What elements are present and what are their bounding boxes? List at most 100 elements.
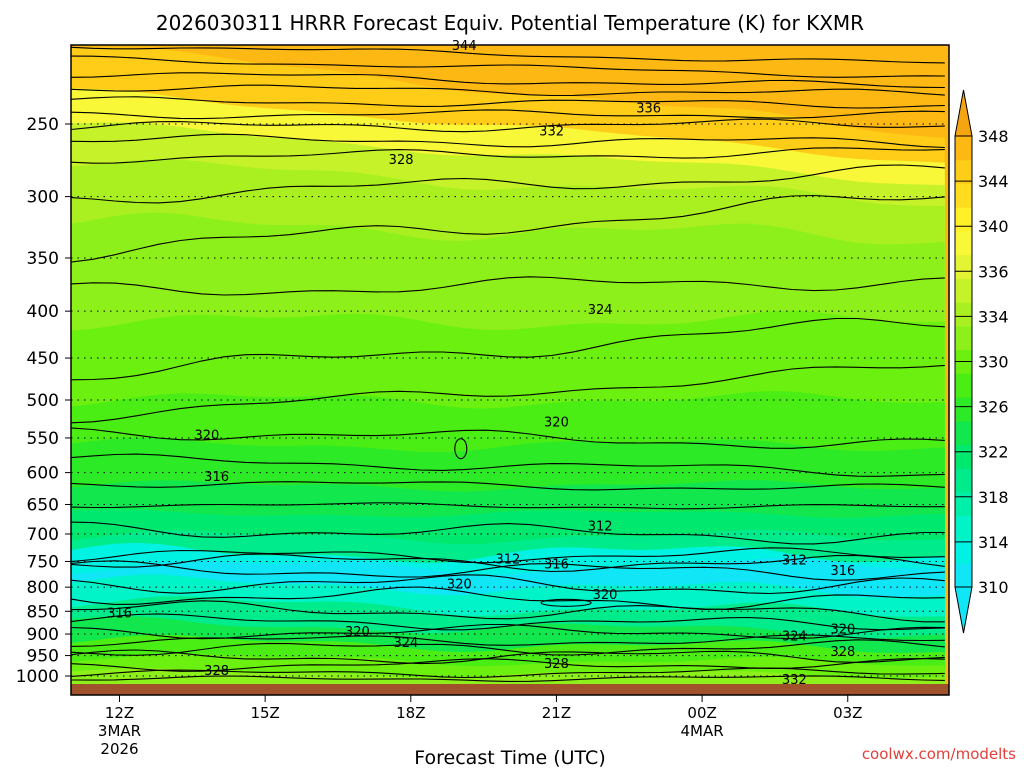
x-tick-label: 03Z bbox=[833, 704, 862, 722]
contour-label: 312 bbox=[495, 552, 520, 567]
colorbar-label: 344 bbox=[978, 172, 1009, 191]
contour-line bbox=[71, 147, 945, 164]
colorbar-label: 318 bbox=[978, 488, 1009, 507]
y-tick-label: 500 bbox=[27, 391, 59, 411]
contour-line bbox=[71, 574, 945, 595]
contour-line bbox=[71, 634, 945, 647]
x-tick-label: 12Z bbox=[105, 704, 134, 722]
contour-labels: 344 336 332 328 324 320 320 316 312 312 316 312 316 3… bbox=[107, 39, 855, 688]
contour-label: 336 bbox=[636, 102, 661, 117]
contour-line bbox=[71, 55, 945, 78]
contour-line bbox=[71, 164, 945, 204]
contour-label: 332 bbox=[539, 124, 564, 139]
colorbar-label: 310 bbox=[978, 578, 1009, 597]
contour-line bbox=[71, 96, 945, 109]
y-tick-label: 550 bbox=[27, 429, 59, 449]
contour-label: 328 bbox=[544, 657, 569, 672]
colorbar-swatch bbox=[955, 207, 972, 232]
contour-line bbox=[71, 481, 945, 491]
contour-line bbox=[71, 72, 945, 89]
contour-label: 320 bbox=[447, 578, 472, 593]
x-tick-date: 4MAR bbox=[681, 722, 724, 740]
y-tick-label: 450 bbox=[27, 349, 59, 369]
x-tick-year: 2026 bbox=[100, 740, 138, 758]
contour-closed bbox=[540, 598, 592, 607]
y-tick-label: 750 bbox=[27, 552, 59, 572]
colorbar-swatch bbox=[955, 492, 972, 517]
colorbar-swatch bbox=[955, 515, 972, 541]
contour-line bbox=[71, 427, 945, 449]
colorbar-label: 322 bbox=[978, 443, 1009, 462]
colorbar-label: 340 bbox=[978, 217, 1009, 236]
contour-label: 328 bbox=[389, 153, 414, 168]
contour-label: 328 bbox=[204, 664, 229, 679]
contour-line bbox=[71, 194, 945, 263]
contour-label: 316 bbox=[544, 558, 569, 573]
contour-label: 332 bbox=[782, 673, 807, 688]
contour-line bbox=[71, 600, 945, 623]
colorbar-label: 348 bbox=[978, 127, 1009, 146]
x-tick-label: 15Z bbox=[250, 704, 279, 722]
contour-line bbox=[71, 639, 945, 656]
y-tick-label: 1000 bbox=[16, 667, 59, 687]
x-tick-label: 21Z bbox=[542, 704, 571, 722]
contour-label: 312 bbox=[782, 553, 807, 568]
y-tick-label: 950 bbox=[27, 647, 59, 667]
colorbar-swatch bbox=[955, 373, 972, 398]
contour-line bbox=[71, 317, 945, 381]
contour-label: 320 bbox=[830, 623, 855, 638]
colorbar-extend-bottom bbox=[954, 586, 973, 634]
contour-label: 320 bbox=[544, 416, 569, 431]
colorbar-label: 326 bbox=[978, 398, 1009, 417]
colorbar: 310 314 318 322 326 330 334 336 340 344 348 bbox=[954, 89, 1009, 634]
y-tick-label: 900 bbox=[27, 625, 59, 645]
y-tick-label: 850 bbox=[27, 602, 59, 622]
contour-label: 324 bbox=[782, 629, 807, 644]
contour-label: 324 bbox=[394, 636, 419, 651]
x-tick-date: 3MAR bbox=[98, 722, 141, 740]
contour-line bbox=[71, 553, 945, 573]
contour-label: 328 bbox=[830, 645, 855, 660]
colorbar-label: 314 bbox=[978, 533, 1009, 552]
colorbar-swatch bbox=[955, 159, 972, 184]
y-tick-label: 600 bbox=[27, 464, 59, 484]
colorbar-swatch bbox=[955, 444, 972, 469]
y-tick-label: 400 bbox=[27, 302, 59, 322]
contour-label: 320 bbox=[345, 625, 370, 640]
contour-label: 316 bbox=[107, 607, 132, 622]
contour-line bbox=[71, 118, 945, 133]
contour-line bbox=[71, 613, 945, 631]
colorbar-label: 330 bbox=[978, 353, 1009, 372]
colorbar-swatch bbox=[955, 278, 972, 303]
contour-label: 316 bbox=[204, 470, 229, 485]
contour-label: 324 bbox=[588, 303, 613, 318]
colorbar-swatch bbox=[955, 539, 972, 564]
contour-line bbox=[71, 521, 945, 545]
colorbar-swatch bbox=[955, 420, 972, 446]
contour-label: 320 bbox=[194, 428, 219, 443]
colorbar-swatch bbox=[955, 302, 972, 327]
colorbar-swatch bbox=[955, 563, 972, 588]
contour-line bbox=[71, 586, 945, 610]
chart-title: 2026030311 HRRR Forecast Equiv. Potentia… bbox=[156, 11, 864, 35]
contour-closed bbox=[454, 438, 468, 460]
y-tick-label: 350 bbox=[27, 249, 59, 269]
credit-text: coolwx.com/modelts bbox=[862, 745, 1016, 763]
contour-line bbox=[71, 560, 945, 581]
contour-line bbox=[71, 109, 945, 120]
contour-label: 316 bbox=[830, 564, 855, 579]
colorbar-swatch bbox=[955, 325, 972, 351]
contour-line bbox=[71, 276, 945, 296]
contour-line bbox=[71, 46, 945, 64]
colorbar-label: 336 bbox=[978, 262, 1009, 281]
y-tick-label: 250 bbox=[27, 115, 59, 135]
colorbar-swatch bbox=[955, 136, 972, 161]
y-tick-label: 300 bbox=[27, 188, 59, 208]
plot-fill bbox=[71, 45, 949, 695]
colorbar-swatch bbox=[955, 397, 972, 422]
colorbar-swatch bbox=[955, 254, 972, 279]
plot-frame bbox=[70, 44, 950, 696]
colorbar-swatch bbox=[955, 183, 972, 208]
